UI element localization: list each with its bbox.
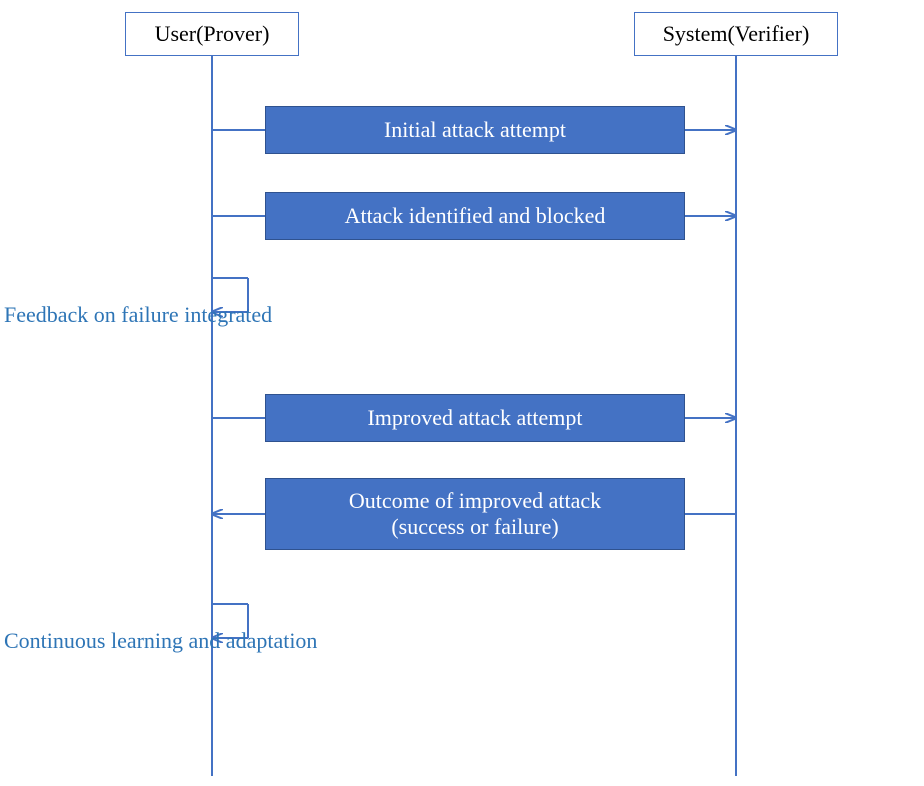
sequence-diagram: { "diagram": { "type": "sequence", "widt… xyxy=(0,0,924,786)
actor-header-user: User(Prover) xyxy=(125,12,299,56)
message-initial-attack: Initial attack attempt xyxy=(265,106,685,154)
message-outcome: Outcome of improved attack(success or fa… xyxy=(265,478,685,550)
message-improved-attack: Improved attack attempt xyxy=(265,394,685,442)
message-outcome-label: Outcome of improved attack(success or fa… xyxy=(349,488,601,541)
actor-header-system: System(Verifier) xyxy=(634,12,838,56)
self-msg-learning-label: Continuous learning and adaptation xyxy=(4,628,317,654)
message-attack-blocked: Attack identified and blocked xyxy=(265,192,685,240)
self-msg-feedback-label: Feedback on failure integrated xyxy=(4,302,272,328)
